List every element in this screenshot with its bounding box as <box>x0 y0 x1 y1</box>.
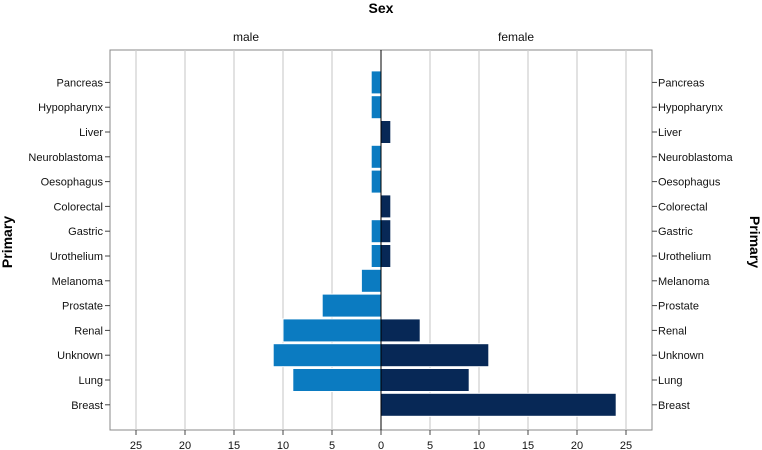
category-label: Gastric <box>68 226 103 238</box>
bar-male-hypopharynx <box>370 95 382 120</box>
category-label: Pancreas <box>57 77 104 89</box>
bar-female-unknown <box>380 343 490 368</box>
x-tick-label-female: 15 <box>522 440 534 450</box>
category-label: Neuroblastoma <box>658 152 733 164</box>
x-tick-label-female: 5 <box>427 440 433 450</box>
x-tick-label-male: 15 <box>228 440 240 450</box>
x-tick-label-female: 25 <box>620 440 632 450</box>
category-labels-right: Pancreas Hypopharynx Liver Neuroblastoma Oes… <box>652 77 733 412</box>
bar-male-neuroblastoma <box>370 144 382 169</box>
category-label: Breast <box>71 400 103 412</box>
x-tick-label-male: 5 <box>329 440 335 450</box>
category-label: Lung <box>79 375 103 387</box>
category-label: Renal <box>658 325 687 337</box>
category-labels-left: Pancreas Hypopharynx Liver Neuroblastoma Oes… <box>28 77 110 412</box>
bar-male-melanoma <box>360 268 382 293</box>
category-label: Colorectal <box>658 201 708 213</box>
category-label: Prostate <box>62 301 103 313</box>
category-label: Neuroblastoma <box>28 152 103 164</box>
category-label: Renal <box>74 325 103 337</box>
category-label: Oesophagus <box>658 177 721 189</box>
category-label: Colorectal <box>53 201 103 213</box>
category-label: Gastric <box>658 226 693 238</box>
female-panel-label: female <box>498 30 534 44</box>
bar-female-lung <box>380 368 470 392</box>
bar-male-lung <box>292 368 382 392</box>
category-label: Liver <box>79 127 103 139</box>
bar-male-urothelium <box>370 244 382 268</box>
bar-male-renal <box>282 318 382 343</box>
bar-male-oesophagus <box>370 169 382 194</box>
category-label: Melanoma <box>52 276 104 288</box>
bar-female-urothelium <box>380 244 392 268</box>
category-label: Melanoma <box>658 276 710 288</box>
chart-title: Sex <box>369 0 394 16</box>
bar-male-gastric <box>370 219 382 244</box>
bars-group <box>272 70 617 417</box>
x-axis-ticks: 25 20 15 10 5 0 5 10 15 20 25 <box>130 430 632 450</box>
category-label: Liver <box>658 127 682 139</box>
category-label: Pancreas <box>658 77 705 89</box>
category-label: Breast <box>658 400 690 412</box>
category-label: Unknown <box>658 350 704 362</box>
category-label: Urothelium <box>50 251 103 263</box>
bar-male-unknown <box>272 343 382 368</box>
bar-female-renal <box>380 318 421 343</box>
x-tick-label-male: 20 <box>179 440 191 450</box>
x-tick-label-male: 0 <box>378 440 384 450</box>
male-panel-label: male <box>233 30 259 44</box>
bar-male-pancreas <box>370 70 382 95</box>
x-tick-label-female: 10 <box>473 440 485 450</box>
category-label: Lung <box>658 375 682 387</box>
category-label: Oesophagus <box>41 177 104 189</box>
category-label: Prostate <box>658 301 699 313</box>
y-axis-label-left: Primary <box>0 216 15 268</box>
x-tick-label-male: 10 <box>277 440 289 450</box>
category-label: Hypopharynx <box>38 102 103 114</box>
x-tick-label-male: 25 <box>130 440 142 450</box>
bar-female-liver <box>380 120 392 144</box>
x-tick-label-female: 20 <box>571 440 583 450</box>
y-axis-label-right: Primary <box>747 216 762 268</box>
category-label: Unknown <box>57 350 103 362</box>
category-label: Urothelium <box>658 251 711 263</box>
bar-female-colorectal <box>380 194 392 219</box>
bar-male-prostate <box>321 293 382 318</box>
bar-female-breast <box>380 392 617 417</box>
category-label: Hypopharynx <box>658 102 723 114</box>
bar-female-gastric <box>380 219 392 244</box>
